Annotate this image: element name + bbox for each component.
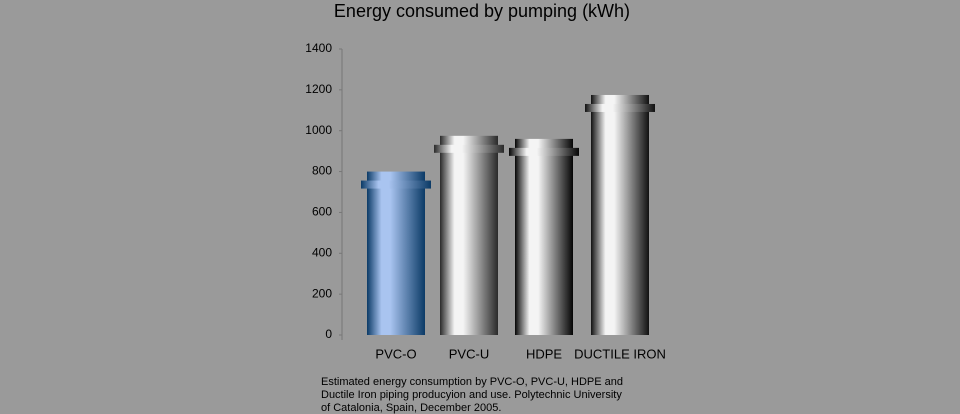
x-tick-label: PVC-U bbox=[449, 346, 489, 361]
bar bbox=[440, 135, 498, 335]
pipe-collar bbox=[434, 144, 504, 153]
caption-line: of Catalonia, Spain, December 2005. bbox=[321, 402, 501, 414]
pipe-collar bbox=[509, 147, 579, 156]
y-tick-label: 400 bbox=[312, 245, 332, 259]
pipe-collar bbox=[585, 103, 655, 112]
y-tick-label: 1400 bbox=[305, 41, 332, 55]
x-tick-label: DUCTILE IRON bbox=[574, 346, 666, 361]
caption-line: Ductile Iron piping producyion and use. … bbox=[321, 389, 622, 401]
y-tick-label: 800 bbox=[312, 164, 332, 178]
y-tick-label: 200 bbox=[312, 286, 332, 300]
x-tick-label: HDPE bbox=[526, 346, 562, 361]
bar bbox=[515, 138, 573, 335]
bar bbox=[367, 171, 425, 335]
x-tick-label: PVC-O bbox=[375, 346, 416, 361]
y-tick-label: 1200 bbox=[305, 82, 332, 96]
y-tick-label: 600 bbox=[312, 205, 332, 219]
bar bbox=[591, 94, 649, 335]
y-tick-label: 1000 bbox=[305, 123, 332, 137]
chart-title: Energy consumed by pumping (kWh) bbox=[334, 1, 630, 21]
pipe-collar bbox=[361, 180, 431, 189]
y-tick-label: 0 bbox=[325, 327, 332, 341]
caption-line: Estimated energy consumption by PVC-O, P… bbox=[321, 376, 623, 388]
